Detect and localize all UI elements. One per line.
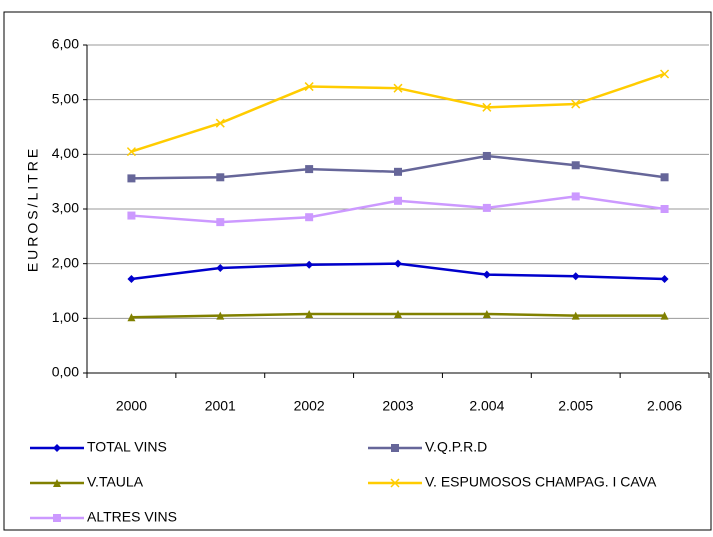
y-tick-label: 1,00 (52, 309, 79, 325)
legend-label: V. ESPUMOSOS CHAMPAG. I CAVA (425, 474, 657, 490)
point (305, 260, 314, 269)
x-tick-label: 2.006 (647, 398, 682, 414)
x-tick-label: 2000 (116, 398, 147, 414)
point (216, 264, 225, 273)
point (482, 151, 491, 160)
point (216, 173, 225, 182)
y-tick-label: 2,00 (52, 254, 79, 270)
point (660, 274, 669, 283)
point (482, 102, 492, 112)
point (571, 272, 580, 281)
point (216, 218, 225, 227)
point (660, 311, 669, 320)
point (215, 118, 225, 128)
y-tick-label: 4,00 (52, 145, 79, 161)
point (571, 311, 580, 320)
point (305, 165, 314, 174)
point (394, 309, 402, 318)
point (571, 192, 580, 201)
point (127, 174, 136, 183)
point (305, 213, 314, 222)
point (660, 205, 669, 213)
point (394, 167, 402, 176)
x-tick-label: 2.004 (469, 398, 504, 414)
point (660, 173, 669, 182)
point (305, 309, 314, 318)
y-axis-label: EUROS/LITRE (25, 146, 41, 272)
legend-label: TOTAL VINS (87, 439, 167, 455)
legend-label: V.Q.P.R.D (425, 439, 487, 455)
point (571, 99, 581, 109)
x-tick-label: 2002 (294, 398, 325, 414)
legend-label: V.TAULA (87, 474, 144, 490)
point (571, 161, 580, 170)
x-tick-label: 2001 (205, 398, 236, 414)
point (127, 313, 136, 322)
x-tick-label: 2.005 (558, 398, 593, 414)
point (126, 147, 136, 157)
point (53, 444, 61, 452)
y-tick-label: 6,00 (52, 36, 79, 52)
y-tick-label: 3,00 (52, 200, 79, 216)
point (660, 69, 670, 79)
x-tick-label: 2003 (382, 398, 413, 414)
point (53, 514, 61, 522)
point (127, 274, 136, 283)
point (390, 478, 400, 488)
point (394, 259, 402, 268)
point (482, 270, 491, 279)
point (53, 479, 61, 487)
point (391, 444, 399, 452)
y-tick-label: 5,00 (52, 90, 79, 106)
point (394, 196, 402, 205)
point (482, 309, 491, 318)
legend-label: ALTRES VINS (87, 509, 177, 525)
point (304, 82, 314, 92)
point (482, 203, 491, 212)
point (127, 211, 136, 220)
point (393, 83, 403, 93)
y-tick-label: 0,00 (52, 364, 79, 380)
point (216, 311, 225, 320)
